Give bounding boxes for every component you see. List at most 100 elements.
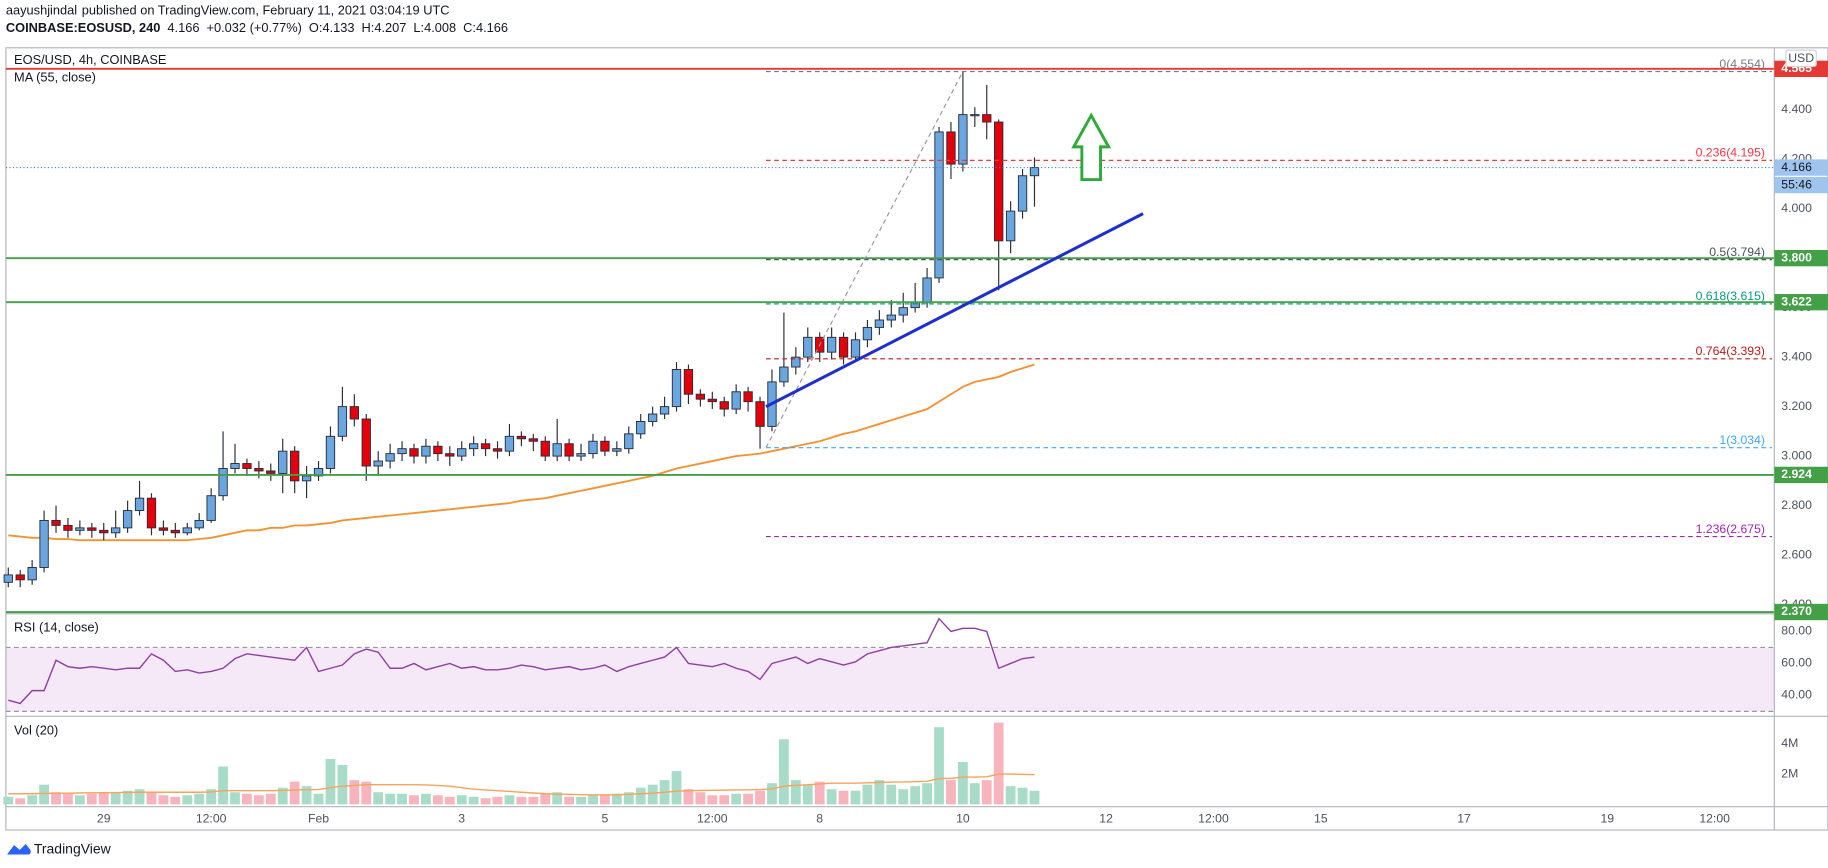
drawings: 0(4.554) 0.236(4.195) 0.5(3.794) 0.618(3.61… bbox=[5, 57, 1775, 613]
volume-bar bbox=[63, 793, 73, 805]
volume-bar bbox=[421, 793, 431, 805]
candle-body bbox=[624, 433, 634, 450]
candle-body bbox=[242, 463, 252, 469]
volume-bar bbox=[552, 792, 563, 805]
candle-body bbox=[647, 413, 658, 422]
volume-bar bbox=[3, 796, 14, 805]
volume-bar bbox=[516, 796, 527, 805]
volume-bar bbox=[373, 792, 384, 805]
volume-bar bbox=[576, 796, 586, 805]
candle-body bbox=[111, 527, 121, 534]
volume-bar bbox=[253, 795, 264, 805]
countdown: 55:46 bbox=[1781, 177, 1812, 191]
candle-body bbox=[719, 401, 729, 410]
candle-body bbox=[958, 114, 968, 165]
volume-bar bbox=[86, 793, 97, 805]
candle-body bbox=[266, 470, 276, 474]
price-badge bbox=[1774, 249, 1828, 267]
candle-body bbox=[576, 453, 586, 457]
brand-logo[interactable] bbox=[7, 843, 31, 855]
volume-bar bbox=[790, 780, 801, 805]
price-badge-label: 3.622 bbox=[1781, 294, 1812, 308]
volume-bar bbox=[934, 727, 944, 805]
volume-bar bbox=[39, 784, 49, 805]
ohlc-low: L:4.008 bbox=[413, 21, 456, 36]
volume-bar bbox=[265, 793, 276, 805]
candle-body bbox=[468, 443, 479, 450]
y-tick-label: 4M bbox=[1781, 736, 1798, 750]
volume-bar bbox=[349, 780, 360, 805]
y-tick-label: 4.400 bbox=[1781, 102, 1812, 116]
price-badge-label: 2.370 bbox=[1781, 604, 1812, 618]
candle-body bbox=[480, 443, 491, 450]
volume-bar bbox=[158, 795, 169, 805]
x-tick-label: 15 bbox=[1314, 812, 1328, 826]
candle-body bbox=[325, 435, 336, 469]
candle-body bbox=[194, 519, 204, 529]
x-tick-label: 12:00 bbox=[1699, 812, 1730, 826]
author[interactable]: aayushjindal bbox=[6, 3, 77, 18]
currency-box[interactable] bbox=[1785, 49, 1817, 68]
volume-bar bbox=[456, 795, 467, 805]
y-tick-label: 40.00 bbox=[1781, 688, 1812, 702]
candle-body bbox=[743, 391, 753, 403]
volume-bar bbox=[1005, 786, 1016, 805]
volume-bar bbox=[98, 792, 109, 805]
candle-body bbox=[421, 445, 431, 457]
candle-body bbox=[683, 369, 694, 395]
y-tick-label: 2.800 bbox=[1781, 498, 1812, 512]
candle-body bbox=[3, 574, 13, 583]
price-badge bbox=[1774, 466, 1828, 484]
volume-bar bbox=[838, 790, 849, 805]
fib-label: 0.236(4.195) bbox=[1696, 146, 1765, 160]
x-tick-label: 5 bbox=[602, 812, 609, 826]
volume-bar bbox=[242, 793, 252, 805]
fib-label: 0.5(3.794) bbox=[1709, 245, 1765, 259]
last: 4.166 bbox=[167, 21, 199, 36]
volume-bar bbox=[850, 790, 861, 805]
volume-bar bbox=[886, 784, 897, 805]
y-tick-label: 2.600 bbox=[1781, 547, 1812, 561]
currency: USD bbox=[1788, 51, 1814, 65]
candle-body bbox=[433, 445, 443, 455]
candle-body bbox=[898, 307, 908, 316]
volume-bar bbox=[719, 795, 730, 805]
candle-body bbox=[134, 497, 145, 512]
y-tick-label: 4.000 bbox=[1781, 201, 1812, 215]
last-price-label: 4.166 bbox=[1781, 160, 1812, 174]
x-tick-label: 29 bbox=[97, 812, 111, 826]
price-badge-label: 3.800 bbox=[1781, 250, 1812, 264]
candle-body bbox=[170, 529, 181, 534]
candle-body bbox=[373, 460, 383, 467]
candle-body bbox=[707, 398, 717, 403]
volume-bar bbox=[862, 784, 873, 805]
candle-body bbox=[659, 406, 670, 415]
volume-bar bbox=[635, 787, 646, 805]
candle-body bbox=[361, 418, 371, 467]
candle-body bbox=[731, 391, 741, 410]
volume-bar bbox=[444, 796, 455, 805]
candle-body bbox=[970, 114, 980, 117]
candle-body bbox=[600, 440, 610, 452]
last-price-badge bbox=[1774, 159, 1828, 176]
price-badge-label: 2.924 bbox=[1781, 467, 1812, 481]
candle-body bbox=[39, 519, 49, 568]
volume-bar bbox=[432, 795, 443, 805]
volume-bar bbox=[361, 781, 372, 805]
volume-bar bbox=[993, 722, 1004, 805]
x-tick-label: 12:00 bbox=[1198, 812, 1229, 826]
up-arrow bbox=[1071, 112, 1112, 181]
volume-bar bbox=[122, 790, 133, 805]
volume-bar bbox=[134, 789, 145, 805]
volume-bar bbox=[409, 795, 419, 805]
rsi-band bbox=[5, 647, 1775, 712]
candle-body bbox=[218, 468, 228, 497]
volume-bar bbox=[206, 789, 217, 805]
volume-bar bbox=[170, 796, 181, 805]
brand[interactable]: TradingView bbox=[34, 841, 112, 857]
volume-bar bbox=[814, 781, 825, 805]
volume-bar bbox=[528, 796, 539, 805]
